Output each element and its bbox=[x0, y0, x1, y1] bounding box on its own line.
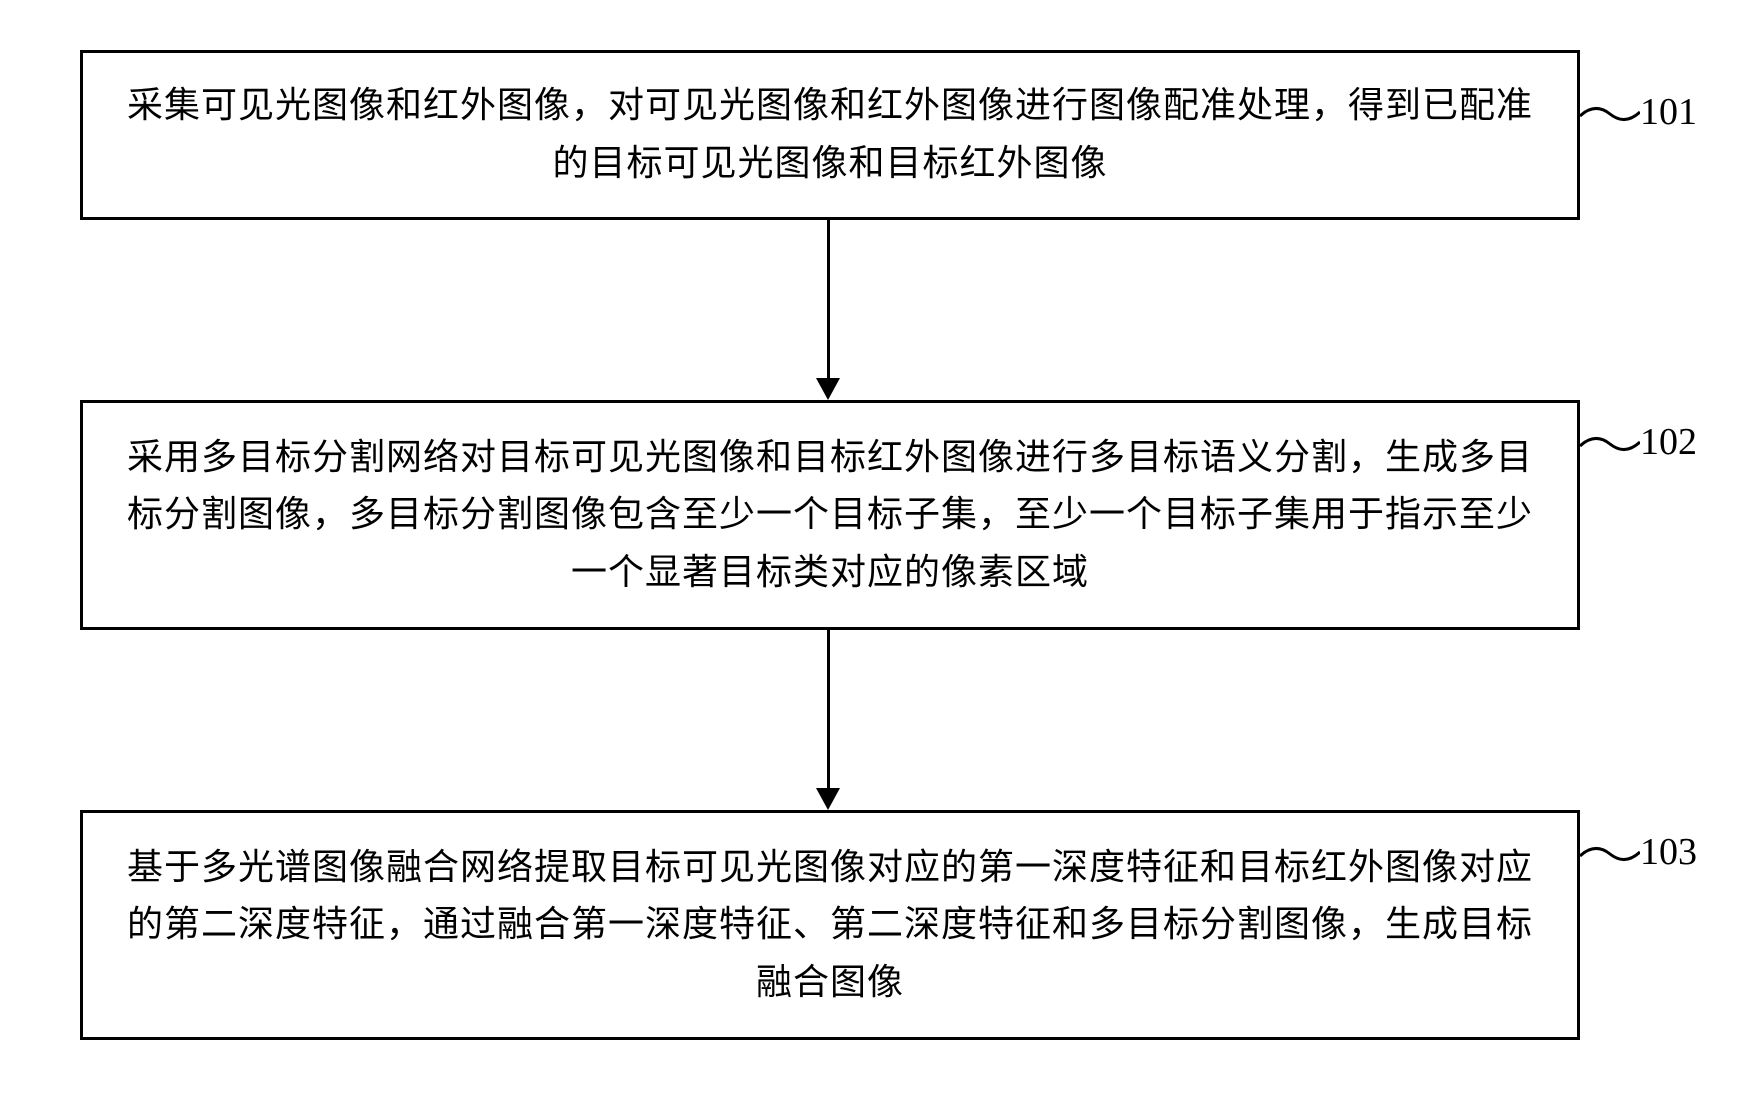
step-label-2: 102 bbox=[1640, 420, 1697, 464]
arrow-line-1 bbox=[827, 220, 830, 378]
step-text-2: 采用多目标分割网络对目标可见光图像和目标红外图像进行多目标语义分割，生成多目标分… bbox=[123, 429, 1537, 602]
label-connector-2 bbox=[1580, 428, 1640, 458]
step-box-2: 采用多目标分割网络对目标可见光图像和目标红外图像进行多目标语义分割，生成多目标分… bbox=[80, 400, 1580, 630]
step-label-3: 103 bbox=[1640, 830, 1697, 874]
arrow-head-1 bbox=[816, 378, 840, 400]
arrow-head-2 bbox=[816, 788, 840, 810]
step-text-1: 采集可见光图像和红外图像，对可见光图像和红外图像进行图像配准处理，得到已配准的目… bbox=[123, 77, 1537, 192]
step-text-3: 基于多光谱图像融合网络提取目标可见光图像对应的第一深度特征和目标红外图像对应的第… bbox=[123, 839, 1537, 1012]
label-connector-3 bbox=[1580, 838, 1640, 868]
arrow-line-2 bbox=[827, 630, 830, 788]
step-box-1: 采集可见光图像和红外图像，对可见光图像和红外图像进行图像配准处理，得到已配准的目… bbox=[80, 50, 1580, 220]
flowchart-canvas: 采集可见光图像和红外图像，对可见光图像和红外图像进行图像配准处理，得到已配准的目… bbox=[0, 0, 1763, 1098]
step-label-1: 101 bbox=[1640, 90, 1697, 134]
step-box-3: 基于多光谱图像融合网络提取目标可见光图像对应的第一深度特征和目标红外图像对应的第… bbox=[80, 810, 1580, 1040]
label-connector-1 bbox=[1580, 98, 1640, 128]
